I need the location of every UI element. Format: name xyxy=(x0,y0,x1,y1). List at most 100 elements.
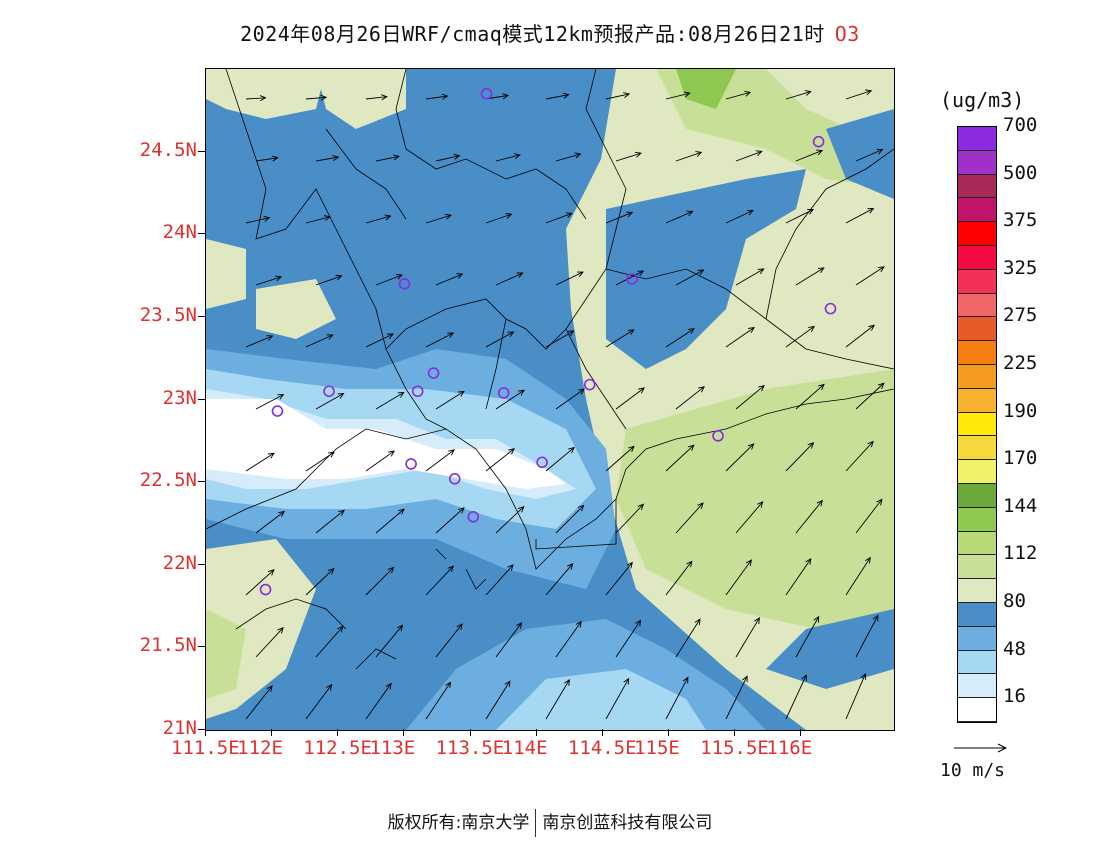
wind-arrow xyxy=(855,498,883,534)
wind-arrow xyxy=(365,214,392,224)
wind-arrow xyxy=(725,559,752,596)
station-marker[interactable] xyxy=(271,405,284,417)
wind-arrow xyxy=(725,443,755,472)
wind-arrow xyxy=(435,273,464,286)
station-marker[interactable] xyxy=(259,583,272,596)
lon-tick-label: 114.5E xyxy=(567,737,637,759)
station-marker[interactable] xyxy=(405,458,417,470)
colorbar-label: 500 xyxy=(1003,161,1038,184)
station-marker[interactable] xyxy=(480,87,493,100)
colorbar-cell xyxy=(958,484,996,508)
wind-arrow xyxy=(255,510,285,534)
colorbar-cell xyxy=(958,127,996,151)
lat-tick-mark xyxy=(198,315,205,317)
wind-arrow xyxy=(785,209,815,224)
forecast-map[interactable] xyxy=(205,68,895,731)
footer-divider xyxy=(535,809,537,837)
colorbar-cell xyxy=(958,555,996,580)
lon-tick-mark xyxy=(800,729,802,736)
wind-arrow xyxy=(555,504,585,534)
n-green-patch xyxy=(316,69,406,129)
wind-arrow xyxy=(845,556,871,596)
wind-arrow xyxy=(545,678,570,720)
colorbar-cell xyxy=(958,150,996,175)
wind-arrow xyxy=(245,215,271,224)
wind-arrow xyxy=(315,509,345,534)
colorbar-cell xyxy=(958,650,996,675)
wind-arrow xyxy=(665,560,693,596)
wind-arrow xyxy=(315,393,345,410)
station-marker[interactable] xyxy=(812,135,825,148)
station-marker[interactable] xyxy=(712,430,724,442)
wind-arrow xyxy=(255,626,284,658)
wind-arrow xyxy=(315,274,343,286)
wind-arrow xyxy=(785,674,807,720)
lon-tick-mark xyxy=(535,729,537,736)
lon-tick-label: 115.5E xyxy=(700,737,769,759)
wind-arrow xyxy=(615,619,642,658)
colorbar-cell xyxy=(958,388,996,413)
wind-arrow xyxy=(315,625,344,658)
pollutant-label: O3 xyxy=(834,22,860,46)
wind-arrow xyxy=(795,499,823,534)
wind-arrow xyxy=(555,271,584,286)
station-marker[interactable] xyxy=(626,273,638,285)
ne-bright-green xyxy=(676,69,736,109)
lon-tick-label: 114E xyxy=(501,737,548,759)
colorbar-cell xyxy=(958,317,996,342)
wind-arrow xyxy=(845,673,867,720)
wind-arrow xyxy=(365,682,392,720)
sw-green-band xyxy=(206,609,246,699)
wind-arrow xyxy=(735,384,765,410)
wind-arrow xyxy=(425,681,452,720)
wind-arrow xyxy=(665,328,695,348)
wind-arrow xyxy=(485,331,515,348)
lat-tick-mark xyxy=(198,398,205,400)
station-marker[interactable] xyxy=(448,473,461,485)
station-marker[interactable] xyxy=(824,302,837,315)
wind-arrow xyxy=(795,149,824,162)
wind-arrow xyxy=(245,452,275,472)
wind-arrow xyxy=(855,148,884,162)
colorbar-cell xyxy=(958,365,996,389)
station-marker[interactable] xyxy=(398,278,411,290)
wind-arrow xyxy=(245,569,275,596)
station-marker[interactable] xyxy=(536,456,548,469)
station-marker[interactable] xyxy=(427,367,440,379)
station-marker[interactable] xyxy=(497,387,510,399)
colorbar-cell xyxy=(958,626,996,651)
wind-arrow xyxy=(845,89,873,100)
colorbar-label: 144 xyxy=(1003,494,1038,517)
wind-arrow xyxy=(735,268,765,286)
station-marker[interactable] xyxy=(583,378,596,391)
colorbar-cell xyxy=(958,603,996,627)
station-marker[interactable] xyxy=(323,385,335,398)
colorbar-label: 48 xyxy=(1003,637,1026,660)
colorbar-label: 190 xyxy=(1003,399,1038,422)
wind-arrow xyxy=(495,272,524,286)
colorbar-cell xyxy=(958,174,996,199)
wind-arrow xyxy=(495,153,521,162)
title-text: 2024年08月26日WRF/cmaq模式12km预报产品:08月26日21时 xyxy=(240,22,825,46)
lat-tick-label: 23N xyxy=(162,386,197,409)
wind-arrow xyxy=(495,622,523,658)
colorbar-cell xyxy=(958,269,996,294)
wind-arrow xyxy=(795,267,825,286)
wind-arrow xyxy=(735,617,760,658)
wind-arrow xyxy=(725,675,748,720)
wind-arrow xyxy=(435,153,461,162)
wind-arrow xyxy=(605,561,633,596)
station-marker[interactable] xyxy=(467,511,480,523)
lon-tick-label: 113.5E xyxy=(435,737,505,759)
lon-tick-mark xyxy=(668,729,670,736)
wind-arrow xyxy=(675,618,701,658)
colorbar-label: 375 xyxy=(1003,209,1038,232)
lon-tick-mark xyxy=(205,729,206,736)
station-marker[interactable] xyxy=(411,385,424,398)
wind-arrow xyxy=(485,448,515,472)
wind-arrow xyxy=(365,333,394,348)
wind-arrow xyxy=(675,269,705,286)
wind-arrow xyxy=(545,92,570,100)
wind-arrow xyxy=(665,676,689,720)
wind-arrow xyxy=(845,324,875,348)
